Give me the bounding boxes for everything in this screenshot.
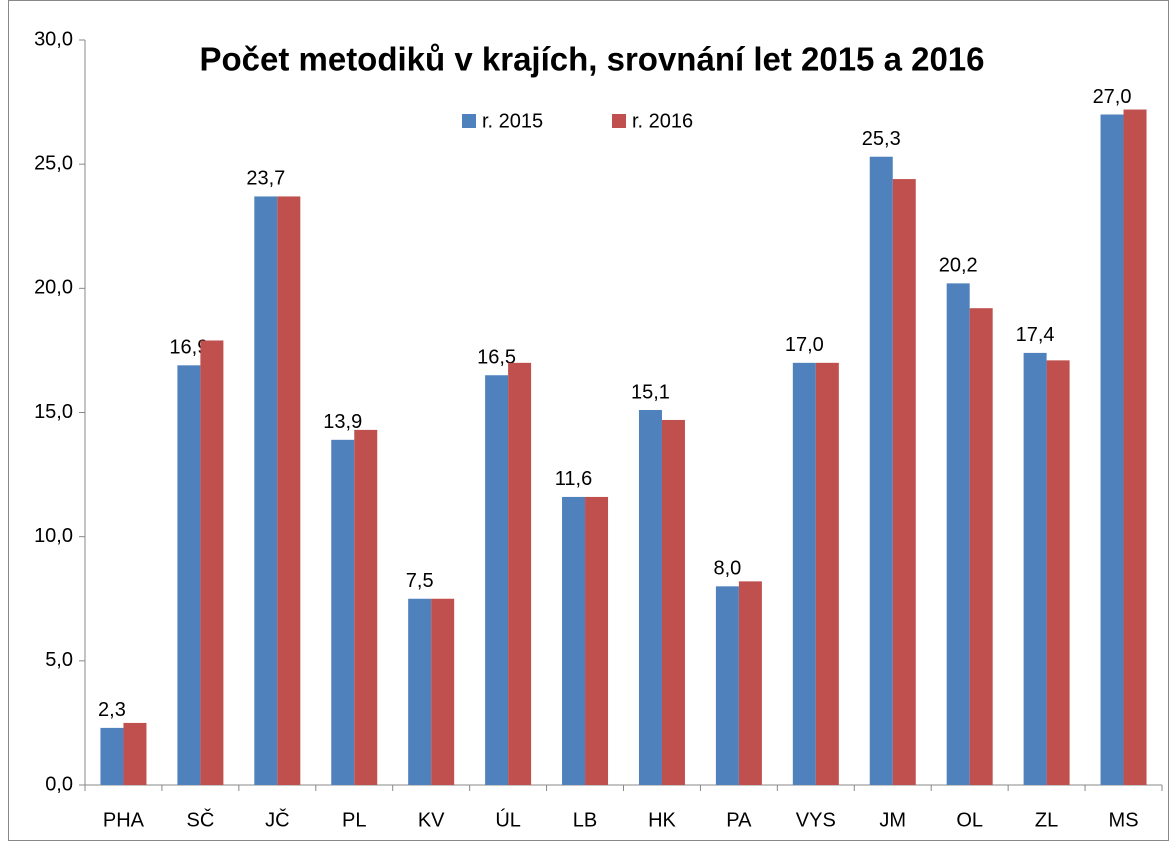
bar — [661, 419, 685, 785]
y-tick-label: 0,0 — [45, 773, 73, 795]
bar — [562, 496, 586, 785]
x-tick-label: PA — [726, 809, 752, 831]
x-tick-label: KV — [418, 809, 445, 831]
value-label: 20,2 — [939, 255, 978, 277]
bar — [1046, 360, 1070, 785]
bar — [254, 196, 278, 785]
x-tick-label: PL — [342, 809, 366, 831]
value-label: 25,3 — [862, 128, 901, 150]
x-tick-label: JM — [879, 809, 906, 831]
value-label: 17,4 — [1016, 324, 1055, 346]
bar — [485, 375, 509, 785]
bar — [969, 308, 993, 785]
bar — [869, 156, 893, 785]
x-tick-label: HK — [648, 809, 676, 831]
value-label: 27,0 — [1093, 86, 1132, 108]
bar — [331, 439, 355, 785]
x-tick-label: ZL — [1035, 809, 1058, 831]
x-tick-label: ÚL — [495, 808, 521, 831]
y-tick-label: 15,0 — [34, 401, 73, 423]
bar — [177, 365, 201, 785]
bar — [1100, 114, 1124, 785]
x-tick-label: MS — [1109, 809, 1139, 831]
x-tick-label: OL — [956, 809, 983, 831]
value-label: 11,6 — [555, 468, 592, 490]
y-tick-label: 20,0 — [34, 277, 73, 299]
legend-swatch — [462, 114, 476, 128]
bar — [277, 196, 301, 785]
value-label: 8,0 — [713, 558, 741, 580]
bar — [508, 362, 532, 785]
x-tick-label: LB — [573, 809, 597, 831]
bar — [100, 727, 124, 785]
bar — [354, 429, 378, 785]
bar — [715, 586, 739, 785]
y-tick-label: 30,0 — [34, 28, 73, 50]
value-label: 17,0 — [785, 334, 824, 356]
bar — [585, 496, 609, 785]
x-tick-label: VYS — [796, 809, 836, 831]
bar — [815, 362, 839, 785]
value-label: 16,5 — [477, 347, 516, 369]
value-label: 23,7 — [246, 168, 285, 190]
value-label: 2,3 — [98, 699, 126, 721]
legend-label: r. 2015 — [482, 110, 543, 132]
value-label: 7,5 — [406, 570, 434, 592]
value-label: 13,9 — [323, 411, 362, 433]
value-label: 16,9 — [169, 337, 208, 359]
bar — [638, 410, 662, 785]
x-tick-label: PHA — [103, 809, 145, 831]
value-label: 15,1 — [631, 381, 670, 403]
bar — [408, 598, 432, 785]
y-tick-label: 5,0 — [45, 649, 73, 671]
legend-swatch — [612, 114, 626, 128]
bar — [431, 598, 455, 785]
bar — [200, 340, 224, 785]
x-tick-label: SČ — [186, 808, 214, 831]
bar — [1023, 352, 1047, 785]
bar — [792, 362, 816, 785]
bar — [892, 179, 916, 786]
legend-label: r. 2016 — [632, 110, 693, 132]
y-tick-label: 10,0 — [34, 525, 73, 547]
y-tick-label: 25,0 — [34, 152, 73, 174]
bar — [946, 283, 970, 785]
chart-title: Počet metodiků v krajích, srovnání let 2… — [199, 41, 984, 78]
bar — [738, 581, 762, 785]
bar — [1123, 109, 1147, 786]
bar — [123, 722, 147, 785]
x-tick-label: JČ — [265, 808, 289, 831]
